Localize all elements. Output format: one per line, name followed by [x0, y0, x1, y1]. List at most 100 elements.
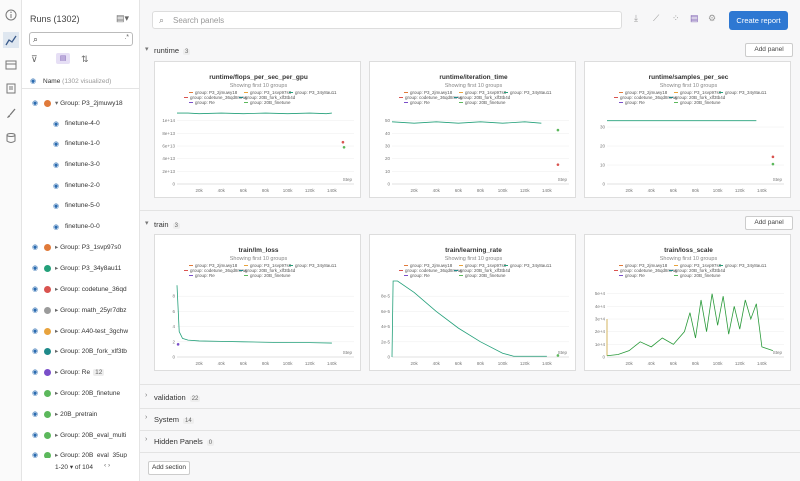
brush-icon[interactable] — [3, 106, 19, 122]
color-swatch[interactable] — [44, 410, 51, 418]
eye-icon[interactable]: ◉ — [32, 306, 39, 314]
eye-icon[interactable]: ◉ — [53, 120, 60, 128]
run-item[interactable]: ◉ finetune-5-0 — [22, 200, 139, 214]
color-swatch[interactable] — [44, 244, 51, 252]
caret-icon[interactable]: ▸ — [55, 306, 59, 314]
section-hidden-panels[interactable]: › Hidden Panels 0 — [140, 435, 800, 449]
group-item[interactable]: ◉ ▸ Group: math_25yr7dbz — [22, 304, 139, 318]
eye-icon[interactable]: ◉ — [32, 244, 39, 252]
group-item[interactable]: ◉ ▸ Group: P3_1svp97s0 — [22, 241, 139, 255]
section-validation[interactable]: › validation 22 — [140, 391, 800, 405]
run-item[interactable]: ◉ finetune-0-0 — [22, 221, 139, 235]
panel-loss-scale[interactable]: train/loss_scale Showing first 10 groups g… — [584, 234, 791, 371]
run-item[interactable]: ◉ finetune-3-0 — [22, 159, 139, 173]
section-runtime[interactable]: ▾ runtime 3 — [140, 44, 800, 58]
panel-lm-loss[interactable]: train/lm_loss Showing first 10 groups grou… — [154, 234, 361, 371]
caret-icon[interactable]: ▸ — [55, 244, 59, 252]
run-label: finetune-4-0 — [65, 120, 100, 127]
caret-icon[interactable]: ▸ — [55, 452, 59, 460]
group-icon[interactable]: ▤ — [56, 53, 70, 64]
color-swatch[interactable] — [44, 452, 51, 460]
panel-iteration-time[interactable]: runtime/iteration_time Showing first 10 g… — [369, 61, 576, 198]
divider — [140, 210, 800, 211]
info-icon[interactable] — [3, 7, 19, 23]
eye-icon[interactable]: ◉ — [32, 410, 39, 418]
eye-icon[interactable]: ◉ — [53, 203, 60, 211]
create-report-button[interactable]: Create report — [729, 11, 788, 30]
color-swatch[interactable] — [44, 265, 51, 273]
filter-icon[interactable]: ⊽ — [31, 54, 38, 64]
regex-icon[interactable]: .* — [124, 34, 129, 41]
eye-icon[interactable]: ◉ — [32, 369, 39, 377]
pager-next-icon[interactable]: ‹ › — [104, 462, 111, 469]
scatter-icon[interactable]: ⁘ — [672, 13, 680, 23]
panel-samples[interactable]: runtime/samples_per_sec Showing first 10 … — [584, 61, 791, 198]
group-item[interactable]: ◉ ▸ Group: 20B_finetune — [22, 387, 139, 401]
eye-icon[interactable]: ◉ — [53, 162, 60, 169]
color-swatch[interactable] — [44, 100, 51, 107]
caret-icon[interactable]: ▸ — [55, 369, 59, 377]
run-item[interactable]: ◉ finetune-1-0 — [22, 138, 139, 152]
eye-icon[interactable]: ◉ — [32, 286, 39, 293]
caret-icon[interactable]: ▸ — [55, 431, 59, 439]
eye-icon[interactable]: ◉ — [30, 78, 37, 85]
group-item[interactable]: ◉ ▸ Group: 20B_eval_multi — [22, 429, 139, 443]
eye-icon[interactable]: ◉ — [53, 223, 60, 231]
eye-icon[interactable]: ◉ — [32, 452, 39, 460]
panel-search-input[interactable]: ⌕ Search panels — [152, 11, 622, 29]
eye-icon[interactable]: ◉ — [32, 390, 39, 397]
run-item[interactable]: ◉ finetune-4-0 — [22, 118, 139, 132]
runs-search-input[interactable]: ⌕ .* — [29, 32, 133, 46]
caret-icon[interactable]: ▾ — [55, 100, 59, 107]
caret-icon[interactable]: ▸ — [55, 390, 59, 397]
eye-icon[interactable]: ◉ — [53, 182, 60, 190]
add-section-button[interactable]: Add section — [148, 461, 190, 475]
group-item[interactable]: ◉ ▸ Group: 20B_eval_35up — [22, 449, 139, 463]
eye-icon[interactable]: ◉ — [53, 141, 60, 149]
color-swatch[interactable] — [44, 390, 51, 397]
eye-icon[interactable]: ◉ — [32, 265, 39, 273]
group-item[interactable]: ◉ ▸ Group: 20B_fork_xlf3tb — [22, 345, 139, 359]
settings-icon[interactable]: ⚙ — [708, 13, 717, 23]
caret-icon[interactable]: ▸ — [55, 410, 59, 418]
table-view-icon[interactable]: ▤▾ — [115, 13, 129, 23]
eye-icon[interactable]: ◉ — [32, 100, 39, 107]
group-item[interactable]: ◉ ▸ Group: codetune_36qd — [22, 283, 139, 297]
sort-icon[interactable]: ⇅ — [81, 54, 89, 64]
caret-icon[interactable]: ▸ — [55, 265, 59, 273]
eye-icon[interactable]: ◉ — [32, 327, 39, 335]
run-item[interactable]: ◉ finetune-2-0 — [22, 180, 139, 194]
pager-range[interactable]: 1-20 — [55, 464, 69, 471]
color-swatch[interactable] — [44, 327, 51, 335]
line-chart-icon[interactable]: ⟋ — [653, 13, 660, 23]
group-item[interactable]: ◉ ▸ Group: A40-test_3gchw — [22, 325, 139, 339]
table-icon[interactable] — [3, 57, 19, 73]
section-system[interactable]: › System 14 — [140, 413, 800, 427]
caret-icon[interactable]: ▸ — [55, 286, 59, 293]
layout-icon[interactable]: ▤ — [690, 13, 699, 23]
eye-icon[interactable]: ◉ — [32, 348, 39, 356]
caret-icon[interactable]: ▸ — [55, 348, 59, 356]
color-swatch[interactable] — [44, 306, 51, 314]
panel-flops[interactable]: runtime/flops_per_sec_per_gpu Showing fir… — [154, 61, 361, 198]
caret-icon[interactable]: ▸ — [55, 327, 59, 335]
color-swatch[interactable] — [44, 348, 51, 356]
eye-icon[interactable]: ◉ — [32, 431, 39, 439]
add-panel-button[interactable]: Add panel — [745, 216, 793, 230]
color-swatch[interactable] — [44, 369, 51, 377]
panel-learning-rate[interactable]: train/learning_rate Showing first 10 grou… — [369, 234, 576, 371]
group-item[interactable]: ◉ ▸ Group: Re 12 — [22, 366, 139, 380]
add-panel-button[interactable]: Add panel — [745, 43, 793, 57]
group-item[interactable]: ◉ ▸ 20B_pretrain — [22, 408, 139, 422]
legend-entry: group: P3_2jmuwy18 — [195, 90, 238, 95]
color-swatch[interactable] — [44, 431, 51, 439]
group-item[interactable]: ◉ ▾ Group: P3_2jmuwy18 — [22, 97, 139, 111]
database-icon[interactable] — [3, 130, 19, 146]
clipboard-icon[interactable] — [3, 80, 19, 96]
group-item[interactable]: ◉ ▸ Group: P3_34y8au11 — [22, 262, 139, 276]
section-train[interactable]: ▾ train 3 — [140, 218, 800, 232]
download-icon[interactable]: ⤓ — [634, 13, 638, 23]
y-tick-label: 2e-5 — [381, 339, 391, 344]
color-swatch[interactable] — [44, 286, 51, 293]
chart-icon[interactable] — [3, 32, 19, 48]
